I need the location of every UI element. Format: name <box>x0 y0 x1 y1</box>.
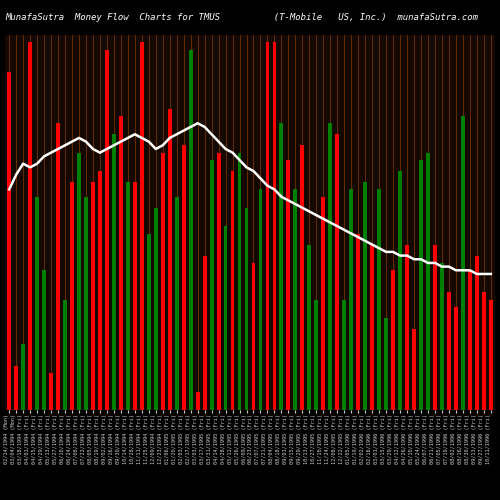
Bar <box>294 190 298 410</box>
Bar <box>140 42 143 410</box>
Bar <box>70 182 74 410</box>
Bar <box>286 160 290 410</box>
Bar <box>112 134 116 410</box>
Bar <box>196 392 200 410</box>
Bar <box>426 152 430 410</box>
Bar <box>350 190 353 410</box>
Bar <box>49 373 53 410</box>
Bar <box>482 292 486 410</box>
Bar <box>21 344 25 410</box>
Bar <box>266 42 270 410</box>
Bar <box>447 292 451 410</box>
Bar <box>42 270 46 410</box>
Bar <box>398 171 402 410</box>
Bar <box>322 197 325 410</box>
Bar <box>56 123 60 410</box>
Bar <box>35 197 39 410</box>
Bar <box>154 208 158 410</box>
Bar <box>119 116 123 410</box>
Bar <box>175 197 178 410</box>
Bar <box>77 152 81 410</box>
Bar <box>475 256 479 410</box>
Bar <box>461 116 465 410</box>
Bar <box>91 182 95 410</box>
Bar <box>28 42 32 410</box>
Bar <box>391 270 395 410</box>
Bar <box>168 108 172 410</box>
Bar <box>216 152 220 410</box>
Bar <box>14 366 18 410</box>
Bar <box>252 263 256 410</box>
Bar <box>356 234 360 410</box>
Bar <box>440 263 444 410</box>
Bar <box>433 244 437 410</box>
Text: MunafaSutra  Money Flow  Charts for TMUS          (T-Mobile   US, Inc.)  munafaS: MunafaSutra Money Flow Charts for TMUS (… <box>5 12 478 22</box>
Bar <box>244 208 248 410</box>
Bar <box>126 182 130 410</box>
Bar <box>224 226 228 410</box>
Bar <box>342 300 346 410</box>
Bar <box>314 300 318 410</box>
Bar <box>412 329 416 410</box>
Bar <box>489 300 492 410</box>
Bar <box>272 42 276 410</box>
Bar <box>454 307 458 410</box>
Bar <box>189 50 192 410</box>
Bar <box>300 146 304 410</box>
Bar <box>328 123 332 410</box>
Bar <box>84 197 88 410</box>
Bar <box>147 234 150 410</box>
Bar <box>182 146 186 410</box>
Bar <box>230 171 234 410</box>
Bar <box>258 190 262 410</box>
Bar <box>98 171 102 410</box>
Bar <box>8 72 11 410</box>
Bar <box>336 134 339 410</box>
Bar <box>238 152 242 410</box>
Bar <box>370 244 374 410</box>
Bar <box>377 190 381 410</box>
Bar <box>133 182 136 410</box>
Bar <box>280 123 283 410</box>
Bar <box>468 270 472 410</box>
Bar <box>63 300 67 410</box>
Bar <box>161 152 164 410</box>
Bar <box>210 160 214 410</box>
Bar <box>364 182 367 410</box>
Bar <box>105 50 109 410</box>
Bar <box>308 244 311 410</box>
Bar <box>419 160 423 410</box>
Bar <box>405 244 409 410</box>
Bar <box>384 318 388 410</box>
Bar <box>202 256 206 410</box>
